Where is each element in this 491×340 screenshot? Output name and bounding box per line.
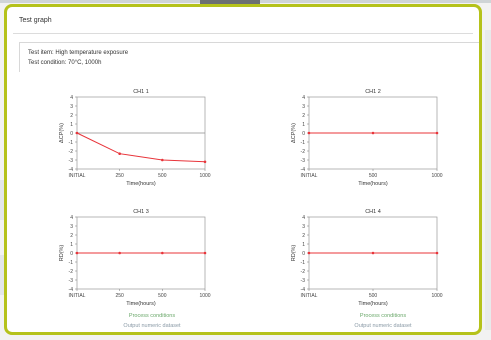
data-point [308, 252, 311, 255]
y-axis-label: RD(%) [59, 245, 65, 262]
x-tick-label: 1000 [431, 173, 442, 179]
y-tick-label: 3 [302, 224, 305, 230]
data-point [204, 252, 207, 255]
y-tick-label: -4 [301, 167, 306, 173]
y-tick-label: 1 [302, 122, 305, 128]
test-graph-window: Test graph Test item: High temperature e… [4, 4, 482, 335]
data-point [118, 252, 121, 255]
x-tick-label: 1000 [199, 293, 210, 299]
data-point [161, 252, 164, 255]
process-conditions-link[interactable]: Process conditions [129, 313, 175, 319]
chart-title: CH1 3 [133, 209, 149, 215]
process-conditions-link[interactable]: Process conditions [360, 313, 406, 319]
y-tick-label: -1 [69, 140, 74, 146]
x-axis-label: Time(hours) [126, 301, 156, 307]
x-tick-label: 500 [369, 173, 378, 179]
y-tick-label: 4 [70, 215, 73, 221]
data-point [76, 132, 79, 135]
y-tick-label: 2 [302, 233, 305, 239]
data-point [118, 152, 121, 155]
y-tick-label: 0 [70, 131, 73, 137]
y-axis-label: ΔCP(%) [59, 123, 65, 143]
x-tick-label: 500 [369, 293, 378, 299]
test-condition-text: Test condition: 70°C, 1000h [28, 60, 101, 66]
data-point [76, 252, 79, 255]
y-tick-label: -4 [301, 287, 306, 293]
data-point [372, 252, 375, 255]
chart-title: CH1 1 [133, 89, 149, 95]
test-info-box: Test item: High temperature exposure Tes… [19, 42, 479, 72]
data-point [204, 161, 207, 164]
y-tick-label: 0 [70, 251, 73, 257]
y-axis-label: RD(%) [291, 245, 297, 262]
y-tick-label: -3 [69, 278, 74, 284]
x-tick-label: INITIAL [69, 173, 86, 179]
chart-title: CH1 4 [365, 209, 381, 215]
data-point [308, 132, 311, 135]
x-tick-label: 1000 [199, 173, 210, 179]
y-tick-label: -3 [301, 158, 306, 164]
y-tick-label: 4 [302, 95, 305, 101]
x-tick-label: INITIAL [301, 173, 318, 179]
data-point [161, 159, 164, 162]
data-point [436, 132, 439, 135]
x-axis-label: Time(hours) [358, 301, 388, 307]
y-tick-label: -2 [301, 269, 306, 275]
divider [13, 33, 473, 34]
y-tick-label: 0 [302, 131, 305, 137]
data-point [436, 252, 439, 255]
window-title: Test graph [19, 17, 52, 24]
y-tick-label: -4 [69, 167, 74, 173]
y-tick-label: 3 [70, 104, 73, 110]
data-point [372, 132, 375, 135]
y-tick-label: -2 [69, 149, 74, 155]
x-tick-label: 500 [158, 173, 167, 179]
x-axis-label: Time(hours) [358, 181, 388, 187]
chart-title: CH1 2 [365, 89, 381, 95]
y-tick-label: 1 [302, 242, 305, 248]
test-item-text: Test item: High temperature exposure [28, 50, 128, 56]
x-tick-label: 1000 [431, 293, 442, 299]
x-tick-label: INITIAL [301, 293, 318, 299]
y-tick-label: 1 [70, 122, 73, 128]
x-axis-label: Time(hours) [126, 181, 156, 187]
y-tick-label: 3 [70, 224, 73, 230]
x-tick-label: INITIAL [69, 293, 86, 299]
y-tick-label: 3 [302, 104, 305, 110]
x-tick-label: 250 [115, 293, 124, 299]
y-tick-label: -3 [301, 278, 306, 284]
y-tick-label: 4 [302, 215, 305, 221]
y-tick-label: -1 [301, 140, 306, 146]
y-tick-label: -1 [69, 260, 74, 266]
y-tick-label: -2 [301, 149, 306, 155]
y-tick-label: 2 [302, 113, 305, 119]
background-strip [485, 30, 491, 330]
y-tick-label: -1 [301, 260, 306, 266]
output-numeric-dataset-link[interactable]: Output numeric dataset [123, 323, 180, 329]
y-tick-label: 1 [70, 242, 73, 248]
y-tick-label: 4 [70, 95, 73, 101]
y-tick-label: 0 [302, 251, 305, 257]
y-axis-label: ΔCP(%) [291, 123, 297, 143]
x-tick-label: 500 [158, 293, 167, 299]
y-tick-label: -2 [69, 269, 74, 275]
y-tick-label: -4 [69, 287, 74, 293]
x-tick-label: 250 [115, 173, 124, 179]
y-tick-label: 2 [70, 233, 73, 239]
y-tick-label: -3 [69, 158, 74, 164]
output-numeric-dataset-link[interactable]: Output numeric dataset [354, 323, 411, 329]
y-tick-label: 2 [70, 113, 73, 119]
